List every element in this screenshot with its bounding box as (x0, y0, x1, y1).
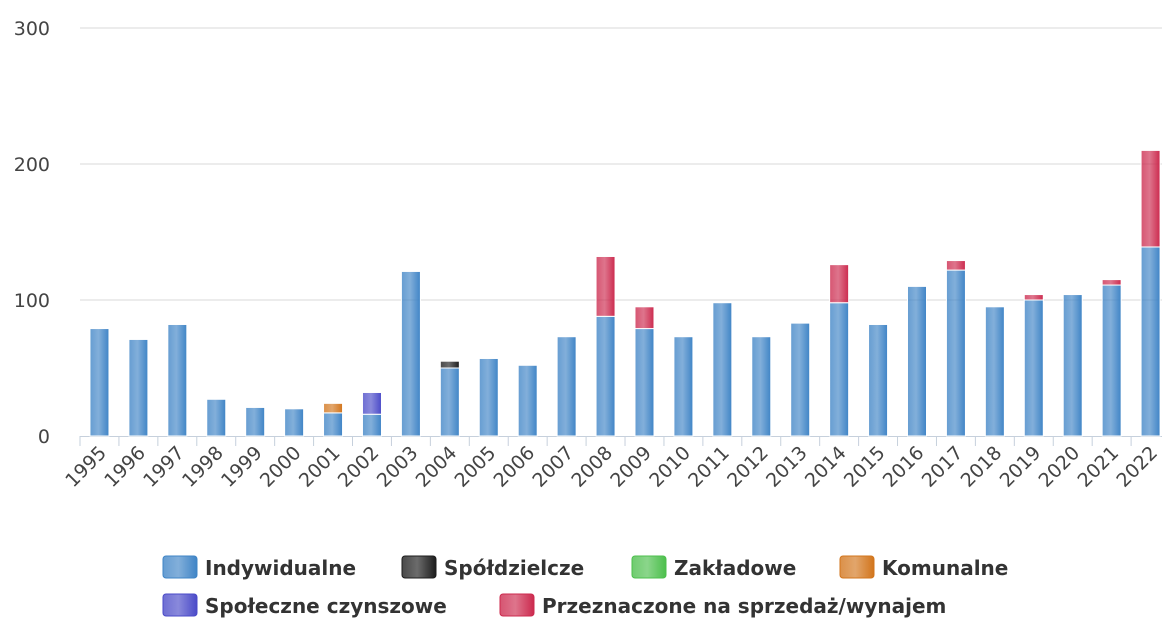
bar-segment (323, 402, 344, 414)
bar-segment (478, 357, 499, 437)
x-tick-label: 1997 (139, 442, 189, 492)
legend-swatch (162, 593, 198, 617)
x-tick-label: 2003 (373, 442, 423, 492)
bar-segment (595, 315, 616, 437)
bar-segment (906, 285, 927, 437)
x-tick-label: 2022 (1112, 442, 1162, 492)
bar-segment (439, 360, 460, 369)
bar-segment (323, 412, 344, 437)
y-tick-label: 200 (14, 154, 50, 176)
bar-segment (1101, 284, 1122, 437)
legend-swatch (401, 555, 437, 579)
bar-segment (673, 336, 694, 437)
legend-label: Komunalne (882, 556, 1008, 580)
y-tick-label: 100 (14, 290, 50, 312)
x-tick-label: 2009 (606, 442, 656, 492)
bar-segment (206, 398, 227, 437)
bar-segment (517, 364, 538, 437)
bar-segment (712, 302, 733, 437)
x-tick-label: 2010 (645, 442, 695, 492)
legend-label: Spółdzielcze (444, 556, 584, 580)
bar-segment (1023, 294, 1044, 301)
bar-segment (439, 367, 460, 437)
x-tick-label: 2012 (723, 442, 773, 492)
bar-segment (89, 328, 110, 437)
bar-segment (945, 260, 966, 271)
bar-segment (868, 323, 889, 437)
y-tick-label: 300 (14, 18, 50, 40)
legend-label: Przeznaczone na sprzedaż/wynajem (542, 594, 946, 618)
x-tick-label: 2008 (567, 442, 617, 492)
legend-label: Społeczne czynszowe (205, 594, 447, 618)
bar-segment (245, 406, 266, 437)
bar-segment (284, 408, 305, 437)
bar-segment (400, 270, 421, 437)
x-tick-label: 2006 (489, 442, 539, 492)
bar-segment (945, 269, 966, 437)
bar-segment (829, 302, 850, 437)
bar-segment (1023, 299, 1044, 437)
x-tick-label: 2021 (1073, 442, 1123, 492)
x-tick-label: 2013 (762, 442, 812, 492)
bar-segment (1140, 246, 1161, 437)
x-tick-label: 2015 (840, 442, 890, 492)
x-tick-label: 2000 (256, 442, 306, 492)
legend-swatch (499, 593, 535, 617)
bar-segment (751, 336, 772, 437)
legend-label: Indywidualne (205, 556, 356, 580)
x-tick-label: 1998 (178, 442, 228, 492)
legend-label: Zakładowe (674, 556, 796, 580)
x-tick-label: 2020 (1034, 442, 1084, 492)
x-tick-label: 1995 (61, 442, 111, 492)
x-tick-label: 2005 (451, 442, 501, 492)
x-tick-label: 2007 (528, 442, 578, 492)
x-tick-label: 2018 (957, 442, 1007, 492)
y-tick-label: 0 (38, 426, 50, 448)
legend-swatch (162, 555, 198, 579)
x-tick-label: 2016 (879, 442, 929, 492)
bar-segment (556, 336, 577, 437)
legend-swatch (631, 555, 667, 579)
x-tick-label: 2019 (996, 442, 1046, 492)
bar-segment (1101, 279, 1122, 286)
x-tick-label: 1999 (217, 442, 267, 492)
x-tick-label: 2017 (918, 442, 968, 492)
bar-segment (634, 306, 655, 330)
bar-segment (634, 328, 655, 437)
x-tick-label: 1996 (100, 442, 150, 492)
bar-segment (361, 413, 382, 437)
bar-segment (1140, 149, 1161, 248)
bar-segment (128, 338, 149, 437)
bar-segment (167, 323, 188, 437)
legend-swatch (839, 555, 875, 579)
x-tick-label: 2001 (295, 442, 345, 492)
bar-segment (1062, 294, 1083, 437)
bar-segment (984, 306, 1005, 437)
bar-segment (829, 264, 850, 304)
bar-segment (361, 391, 382, 415)
x-tick-label: 2002 (334, 442, 384, 492)
x-tick-label: 2014 (801, 442, 851, 492)
bar-segment (595, 255, 616, 317)
x-tick-label: 2011 (684, 442, 734, 492)
bar-segment (790, 322, 811, 437)
x-tick-label: 2004 (412, 442, 462, 492)
